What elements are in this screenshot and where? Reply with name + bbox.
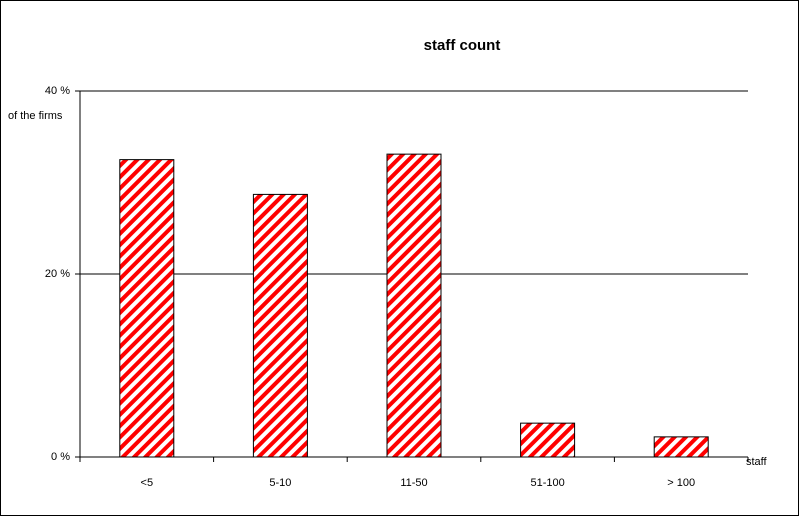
chart-title: staff count: [424, 37, 501, 54]
x-tick-label: 11-50: [400, 477, 427, 489]
y-tick-label: 0 %: [51, 451, 70, 463]
bar: [252, 193, 308, 458]
bar: [386, 153, 442, 458]
y-tick-label: 20 %: [45, 268, 70, 280]
x-tick-label: > 100: [667, 477, 695, 489]
x-axis-label: staff: [746, 456, 768, 468]
y-axis-label: of the firms: [8, 110, 63, 122]
bar: [119, 159, 175, 458]
x-tick-label: 5-10: [269, 477, 291, 489]
x-tick-label: <5: [141, 477, 154, 489]
x-tick-label: 51-100: [530, 477, 564, 489]
y-tick-label: 40 %: [45, 85, 70, 97]
bar: [520, 422, 576, 458]
bar: [653, 436, 709, 458]
